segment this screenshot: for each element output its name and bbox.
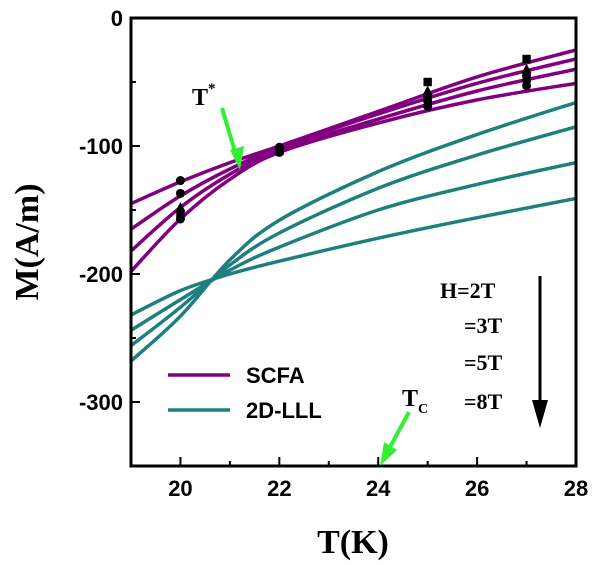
field-label-8t: =8T [464,389,503,414]
y-tick-label: 0 [111,6,123,31]
tstar-arrow-head [230,146,244,170]
data-point-circle [274,147,284,157]
legend: SCFA 2D-LLL [168,363,322,423]
tc-subscript: C [418,402,428,417]
legend-label-2dlll: 2D-LLL [246,398,322,423]
tc-label: TC [402,386,428,417]
x-tick-label: 20 [168,476,192,501]
tstar-annotation: T* [192,81,244,170]
curve-2dlll-5t [131,160,576,332]
tc-annotation: TC [380,386,428,466]
data-point-circle [522,81,532,91]
y-tick-label: -100 [79,134,123,159]
field-label-2t: H=2T [440,278,496,303]
tc-letter: T [402,386,418,412]
data-point-circle [175,188,185,198]
field-label-5t: =5T [464,350,503,375]
field-labels: H=2T =3T =5T =8T [440,276,548,428]
x-axis-title: T(K) [317,524,389,561]
markers-layer [175,54,532,224]
data-point-triangle [521,63,532,74]
y-axis-title: M(A/m) [9,183,46,300]
curve-2dlll-2t [131,100,576,363]
tstar-letter: T [192,85,208,111]
field-label-3t: =3T [464,313,503,338]
data-point-square [423,77,432,87]
data-point-circle [175,214,185,224]
x-tick-label: 26 [465,476,489,501]
data-point-circle [175,176,185,186]
data-point-triangle [422,85,433,95]
field-arrow-head [532,400,548,428]
tc-arrow-shaft [387,411,411,450]
curve-2dlll-3t [131,125,576,348]
data-point-circle [423,101,433,111]
x-tick-label: 28 [564,476,588,501]
tstar-superscript: * [208,81,216,97]
data-point-triangle [175,201,186,212]
x-tick-label: 24 [366,476,391,501]
y-tick-label: -300 [79,390,123,415]
x-tick-label: 22 [267,476,291,501]
tstar-label: T* [192,81,216,111]
tick-layer: 20 22 24 26 28 0 -100 -200 -300 [79,6,588,501]
legend-label-scfa: SCFA [246,363,305,388]
tc-arrow-head [380,442,397,466]
y-tick-label: -200 [79,262,123,287]
plot-frame [129,16,578,468]
tstar-arrow-shaft [220,107,237,153]
curve-2dlll-8t [131,196,576,317]
data-point-square [522,54,531,64]
